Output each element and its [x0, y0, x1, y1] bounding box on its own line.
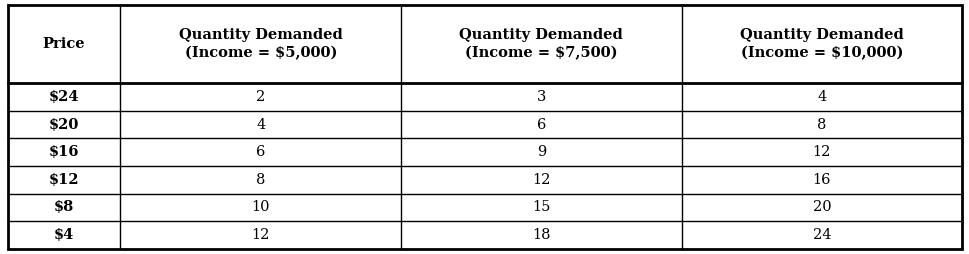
Bar [120, 138, 400, 166]
Bar [681, 138, 961, 166]
Text: 8: 8 [817, 118, 826, 132]
Bar [120, 111, 400, 138]
Bar [8, 221, 120, 249]
Text: Quantity Demanded
(Income = $7,500): Quantity Demanded (Income = $7,500) [459, 28, 622, 60]
Bar [681, 221, 961, 249]
Bar [400, 166, 681, 194]
Text: 6: 6 [256, 145, 266, 159]
Bar [8, 83, 120, 111]
Text: 12: 12 [532, 173, 550, 187]
Text: 24: 24 [812, 228, 830, 242]
Text: 18: 18 [532, 228, 550, 242]
Text: 3: 3 [536, 90, 546, 104]
Bar [400, 83, 681, 111]
Bar [400, 221, 681, 249]
Text: Quantity Demanded
(Income = $10,000): Quantity Demanded (Income = $10,000) [739, 28, 903, 60]
Bar [400, 194, 681, 221]
Bar [8, 194, 120, 221]
Text: Quantity Demanded
(Income = $5,000): Quantity Demanded (Income = $5,000) [178, 28, 342, 60]
Text: 10: 10 [251, 200, 269, 214]
Text: 4: 4 [256, 118, 266, 132]
Bar [681, 166, 961, 194]
Bar [120, 194, 400, 221]
Text: 12: 12 [251, 228, 269, 242]
Text: Price: Price [43, 37, 85, 51]
Bar [400, 111, 681, 138]
Bar [120, 221, 400, 249]
Text: 15: 15 [532, 200, 550, 214]
Text: 6: 6 [536, 118, 546, 132]
Bar [400, 138, 681, 166]
Text: 16: 16 [812, 173, 830, 187]
Bar [400, 5, 681, 83]
Text: 12: 12 [812, 145, 830, 159]
Text: 2: 2 [256, 90, 266, 104]
Text: 20: 20 [812, 200, 830, 214]
Text: $8: $8 [54, 200, 74, 214]
Text: $16: $16 [48, 145, 79, 159]
Bar [681, 194, 961, 221]
Text: 4: 4 [817, 90, 826, 104]
Bar [681, 111, 961, 138]
Bar [8, 138, 120, 166]
Text: 9: 9 [536, 145, 546, 159]
Text: $20: $20 [48, 118, 79, 132]
Text: $24: $24 [48, 90, 79, 104]
Bar [8, 111, 120, 138]
Bar [120, 5, 400, 83]
Bar [120, 166, 400, 194]
Bar [8, 166, 120, 194]
Bar [120, 83, 400, 111]
Bar [8, 5, 120, 83]
Bar [681, 5, 961, 83]
Text: 8: 8 [256, 173, 266, 187]
Text: $4: $4 [54, 228, 74, 242]
Text: $12: $12 [48, 173, 79, 187]
Bar [681, 83, 961, 111]
